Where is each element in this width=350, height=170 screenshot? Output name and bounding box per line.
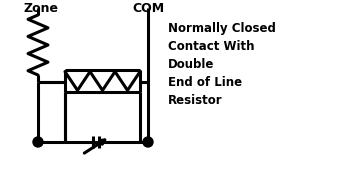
Text: Normally Closed
Contact With
Double
End of Line
Resistor: Normally Closed Contact With Double End …	[168, 22, 276, 107]
Circle shape	[143, 137, 153, 147]
Circle shape	[33, 137, 43, 147]
Text: Zone: Zone	[24, 2, 59, 15]
Text: COM: COM	[132, 2, 164, 15]
